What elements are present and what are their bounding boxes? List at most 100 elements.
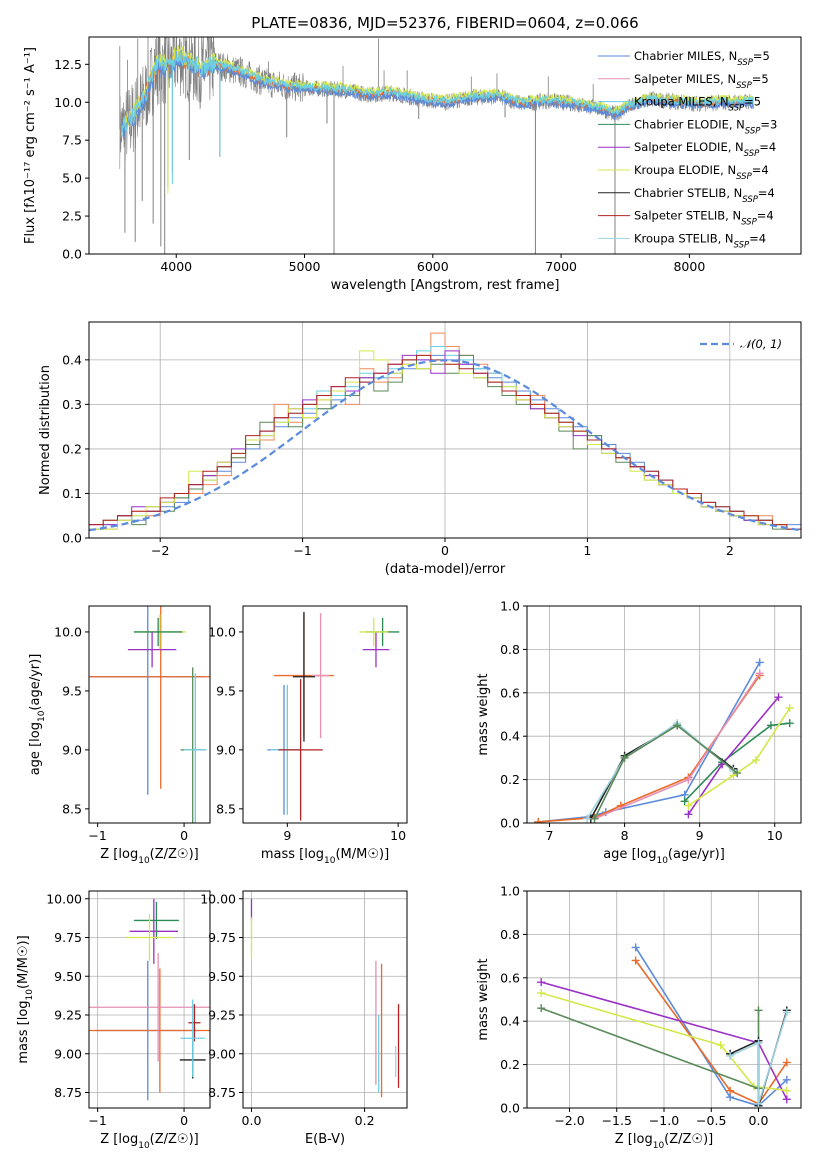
y-tick-label: 12.5 (54, 57, 82, 72)
y-tick-label: 0.2 (500, 1057, 520, 1072)
y-tick-label: 10.0 (54, 624, 82, 639)
histogram-series (89, 354, 801, 530)
x-tick-label: 0.0 (749, 1113, 769, 1128)
weight-marker (782, 1058, 791, 1067)
y-tick-label: 10.00 (200, 891, 236, 906)
legend-entry: Salpeter ELODIE, NSSP=4 (634, 140, 776, 159)
y-axis-label: Flux [fλ10⁻¹⁷ erg cm⁻² s⁻¹ A⁻¹] (23, 47, 38, 244)
weight-series (635, 959, 788, 1105)
y-tick-label: 9.0 (216, 742, 236, 757)
y-tick-label: 7.5 (62, 133, 82, 148)
weight-marker (782, 1008, 791, 1017)
weight-series (729, 1012, 788, 1104)
y-tick-label: 8.75 (54, 1085, 82, 1100)
y-tick-label: 8.5 (216, 801, 236, 816)
y-axis-label: Normed distribution (38, 365, 53, 495)
x-axis-label: Z [log10(Z/Z☉)] (100, 847, 198, 866)
x-tick-label: −2 (151, 543, 169, 558)
x-tick-label: −1.0 (649, 1113, 679, 1128)
weight-marker (684, 810, 693, 819)
y-tick-label: 0.4 (62, 352, 82, 367)
weight-marker (785, 703, 794, 712)
x-axis-label: E(B-V) (305, 1132, 345, 1147)
plot-area (89, 332, 801, 532)
y-tick-label: 0.6 (500, 970, 520, 985)
weight-marker (590, 814, 599, 823)
y-tick-label: 0.0 (62, 247, 82, 262)
y-tick-label: 5.0 (62, 171, 82, 186)
x-axis-label: Z [log10(Z/Z☉)] (100, 1132, 198, 1151)
panel-age_vs_Z: −1 0 8.5 9.0 9.5 10.0 Z [log10(Z/Z☉)] age [log1… (28, 605, 211, 866)
y-tick-label: 9.75 (54, 930, 82, 945)
y-tick-label: 9.75 (208, 930, 236, 945)
y-axis-label: age [log10(age/yr)] (28, 654, 47, 776)
axes-frame (88, 36, 802, 255)
y-tick-label: 9.0 (62, 742, 82, 757)
axes-frame (242, 890, 408, 1109)
y-tick-label: 0.2 (500, 772, 520, 787)
weight-marker (680, 797, 689, 806)
y-tick-label: 10.0 (208, 624, 236, 639)
y-tick-label: 0.2 (62, 441, 82, 456)
panel-spectrum: 4000 5000 6000 7000 8000 0.0 2.5 5.0 7.5 10.0 12.5… (23, 14, 802, 293)
x-tick-label: 9 (696, 828, 704, 843)
y-tick-label: 9.5 (216, 683, 236, 698)
y-tick-label: 0.4 (500, 1014, 520, 1029)
y-tick-label: 9.25 (54, 1008, 82, 1023)
x-tick-label: −1 (293, 543, 311, 558)
axes-frame (88, 890, 211, 1109)
x-tick-label: 6000 (417, 259, 449, 274)
x-tick-label: −1.5 (602, 1113, 632, 1128)
legend-entry: Kroupa ELODIE, NSSP=4 (634, 163, 769, 182)
weight-marker (782, 1075, 791, 1084)
x-tick-label: 0.0 (242, 1113, 262, 1128)
panel-mass_weight_vs_age: 7 8 9 10 0.0 0.2 0.4 0.6 0.8 1.0 age [log10(age/yr… (476, 599, 802, 866)
y-tick-label: 10.0 (54, 95, 82, 110)
legend-entry: Salpeter STELIB, NSSP=4 (634, 209, 774, 228)
weight-marker (537, 988, 546, 997)
weight-marker (537, 978, 546, 987)
y-tick-label: 0.1 (62, 486, 82, 501)
weight-marker (754, 1099, 763, 1108)
weight-marker (684, 775, 693, 784)
y-axis-label: mass [log10(M/M☉)] (16, 935, 35, 1063)
x-axis-label: Z [log10(Z/Z☉)] (615, 1132, 713, 1151)
x-tick-label: 0.2 (355, 1113, 375, 1128)
weight-marker (583, 814, 592, 823)
x-tick-label: 7000 (545, 259, 577, 274)
weight-marker (774, 693, 783, 702)
y-tick-label: 8.75 (208, 1085, 236, 1100)
weight-series (593, 724, 738, 820)
y-tick-label: 9.00 (208, 1046, 236, 1061)
y-tick-label: 0.8 (500, 642, 520, 657)
x-tick-label: 2 (726, 543, 734, 558)
y-tick-label: 0.0 (62, 531, 82, 546)
weight-marker (751, 756, 760, 765)
legend-entry: 𝒩(0, 1) (740, 337, 782, 351)
y-tick-label: 0.3 (62, 397, 82, 412)
weight-marker (755, 669, 764, 678)
y-axis-label: mass weight (476, 673, 491, 755)
y-tick-label: 9.25 (208, 1008, 236, 1023)
axes-frame (88, 605, 211, 824)
chart-title: PLATE=0836, MJD=52376, FIBERID=0604, z=0… (251, 14, 638, 32)
panel-mass_weight_vs_Z: −2.0 −1.5 −1.0 −0.5 0.0 0.0 0.2 0.4 0.6 0.8 1.0 Z [… (476, 884, 802, 1151)
weight-series (540, 992, 787, 1092)
y-tick-label: 9.5 (62, 683, 82, 698)
weight-marker (766, 721, 775, 730)
weight-marker (726, 1086, 735, 1095)
x-axis-label: mass [log10(M/M☉)] (261, 847, 389, 866)
y-tick-label: 0.6 (500, 685, 520, 700)
x-axis-label: (data-model)/error (385, 562, 506, 577)
weight-marker (631, 956, 640, 965)
weight-marker (537, 1004, 546, 1013)
weight-series (687, 707, 791, 807)
x-tick-label: 0 (441, 543, 449, 558)
plot-area (537, 943, 791, 1108)
x-tick-label: 4000 (160, 259, 192, 274)
plot-area (534, 658, 794, 823)
y-tick-label: 9.00 (54, 1046, 82, 1061)
weight-marker (733, 769, 742, 778)
y-axis-label: mass weight (476, 958, 491, 1040)
panel-residuals: −2 −1 0 1 2 0.0 0.1 0.2 0.3 0.4 (data-model)/error… (38, 321, 802, 577)
